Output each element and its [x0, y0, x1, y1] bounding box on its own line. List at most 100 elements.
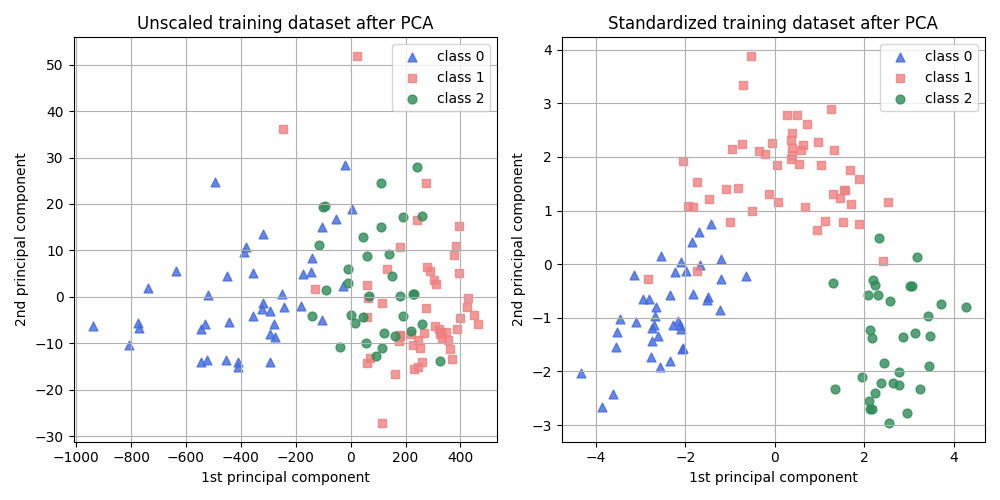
class 0: [713, 274, 729, 282]
class 0: [673, 326, 689, 334]
class 0: [121, 341, 137, 349]
class 1: [851, 220, 867, 228]
class 2: [904, 282, 920, 290]
class 1: [359, 280, 375, 288]
class 2: [912, 385, 928, 393]
class 0: [219, 272, 235, 280]
class 2: [381, 250, 397, 258]
class 1: [392, 332, 408, 340]
class 1: [770, 198, 786, 205]
class 0: [667, 268, 683, 276]
Y-axis label: 2nd principal component: 2nd principal component: [512, 152, 526, 326]
class 1: [410, 336, 426, 344]
class 1: [438, 328, 454, 336]
class 2: [347, 319, 363, 327]
class 1: [779, 110, 795, 118]
class 0: [652, 364, 668, 372]
class 0: [646, 320, 662, 328]
class 0: [130, 319, 146, 327]
class 2: [876, 360, 892, 368]
class 1: [448, 242, 464, 250]
class 1: [359, 312, 375, 320]
class 0: [626, 271, 642, 279]
class 0: [692, 262, 708, 270]
class 2: [825, 279, 841, 287]
class 1: [880, 198, 896, 206]
class 0: [314, 223, 330, 231]
class 1: [360, 294, 376, 302]
class 2: [355, 313, 371, 321]
class 0: [738, 272, 754, 280]
class 0: [594, 404, 610, 411]
class 2: [409, 163, 425, 171]
class 0: [691, 228, 707, 236]
class 1: [836, 186, 852, 194]
class 0: [303, 268, 319, 276]
class 1: [452, 314, 468, 322]
class 2: [343, 312, 359, 320]
class 1: [640, 276, 656, 283]
class 1: [784, 151, 800, 159]
class 0: [713, 254, 729, 262]
class 1: [735, 80, 751, 88]
class 0: [605, 390, 621, 398]
class 1: [769, 161, 785, 169]
Title: Standardized training dataset after PCA: Standardized training dataset after PCA: [608, 15, 938, 33]
class 2: [392, 292, 408, 300]
class 1: [466, 312, 482, 320]
class 0: [221, 318, 237, 326]
class 1: [685, 204, 701, 212]
class 1: [359, 358, 375, 366]
class 2: [373, 179, 389, 187]
class 2: [891, 368, 907, 376]
class 1: [744, 207, 760, 215]
class 1: [789, 111, 805, 119]
class 1: [440, 336, 456, 344]
class 0: [245, 312, 261, 320]
class 0: [328, 214, 344, 222]
class 0: [344, 205, 360, 213]
class 2: [922, 332, 938, 340]
class 1: [459, 304, 475, 312]
class 0: [672, 320, 688, 328]
class 0: [266, 320, 282, 328]
class 1: [374, 420, 390, 428]
class 2: [304, 312, 320, 320]
class 0: [140, 284, 156, 292]
class 1: [795, 141, 811, 149]
class 1: [434, 334, 450, 342]
class 1: [724, 146, 740, 154]
class 1: [349, 52, 365, 60]
class 1: [416, 328, 432, 336]
class 2: [920, 312, 936, 320]
class 1: [701, 195, 717, 203]
class 2: [881, 420, 897, 428]
class 1: [809, 226, 825, 234]
class 1: [826, 146, 842, 154]
class 0: [218, 356, 234, 364]
class 2: [358, 340, 374, 347]
class 1: [387, 370, 403, 378]
class 1: [412, 344, 428, 352]
class 0: [230, 358, 246, 366]
class 2: [414, 320, 430, 328]
class 1: [442, 346, 458, 354]
Title: Unscaled training dataset after PCA: Unscaled training dataset after PCA: [137, 15, 433, 33]
class 1: [460, 294, 476, 302]
class 0: [648, 302, 664, 310]
class 2: [414, 212, 430, 220]
class 1: [675, 157, 691, 165]
class 2: [902, 282, 918, 290]
class 0: [193, 358, 209, 366]
class 1: [783, 155, 799, 163]
class 0: [262, 358, 278, 366]
class 0: [293, 302, 309, 310]
class 0: [236, 248, 252, 256]
class 1: [449, 324, 465, 332]
class 1: [428, 280, 444, 288]
class 0: [628, 318, 644, 326]
class 1: [764, 139, 780, 147]
class 1: [837, 186, 853, 194]
class 2: [318, 286, 334, 294]
class 0: [131, 324, 147, 332]
